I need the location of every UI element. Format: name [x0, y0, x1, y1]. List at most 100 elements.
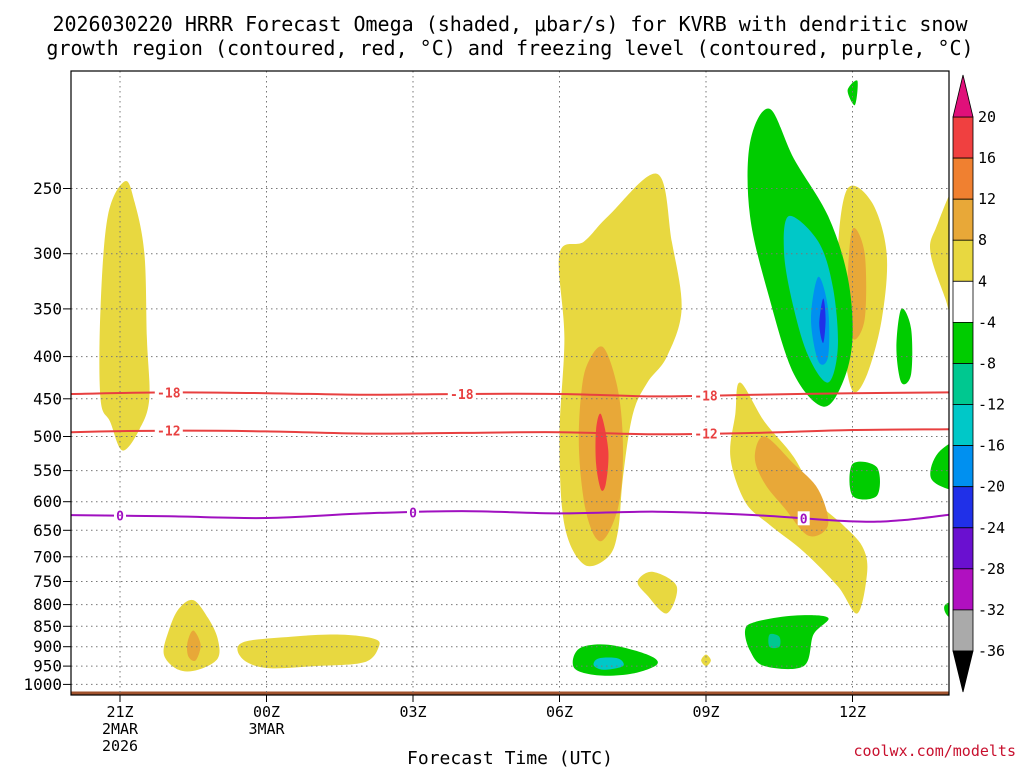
dgz-minus12-label-0: -12	[157, 425, 180, 440]
colorbar: 20 16 12 8 4 -4 -8 -12 -16 -20 -24 -28 -32 -36	[952, 74, 1005, 693]
xtick-label-00Z-1: 3MAR	[248, 720, 285, 738]
colorbar-label-16: 16	[978, 149, 996, 167]
x-axis-label: Forecast Time (UTC)	[407, 748, 613, 768]
omega-green-right-1	[896, 308, 913, 385]
xtick-label-00Z-0: 00Z	[253, 703, 280, 721]
omega-green-low-right	[944, 602, 949, 618]
omega-yellow-low-tiny	[701, 654, 711, 667]
colorbar-label--36: -36	[978, 642, 1005, 660]
ytick-label-700: 700	[33, 547, 62, 566]
dgz-minus18-label-bg-2	[692, 388, 720, 403]
ytick-label-900: 900	[33, 637, 62, 656]
omega-green-top-right	[847, 80, 858, 106]
ytick-label-600: 600	[33, 492, 62, 511]
xtick-label-09Z-0: 09Z	[692, 703, 719, 721]
colorbar-label--32: -32	[978, 601, 1005, 619]
freezing-level-0-label-1: 0	[409, 506, 417, 521]
colorbar-label--20: -20	[978, 478, 1005, 496]
colorbar-band--20--16	[952, 445, 974, 488]
colorbar-label--24: -24	[978, 519, 1005, 537]
omega-teal-low-10z	[768, 633, 781, 649]
chart-title-line-2: growth region (contoured, red, °C) and f…	[46, 36, 973, 60]
dgz-minus12-label-bg-1	[692, 426, 720, 441]
y-axis-ticks: 2503003504004505005506006507007508008509…	[23, 179, 71, 694]
omega-darkblue-10z-upper	[819, 298, 826, 344]
dgz-minus18-label-bg-1	[447, 387, 476, 401]
plot-frame	[70, 70, 950, 696]
xtick-label-06Z-0: 06Z	[546, 703, 573, 721]
colorbar-band--36--32	[952, 609, 974, 652]
colorbar-band--32--28	[952, 568, 974, 611]
ytick-label-400: 400	[33, 347, 62, 366]
omega-orange-10z	[754, 436, 829, 537]
colorbar-label--4: -4	[978, 313, 996, 331]
omega-yellow-06z-mid	[558, 173, 682, 567]
colorbar-band-4-8	[952, 239, 974, 282]
colorbar-top-arrow	[952, 74, 974, 118]
xtick-label-12Z-0: 12Z	[839, 703, 866, 721]
colorbar-band--16--12	[952, 404, 974, 446]
colorbar-label--8: -8	[978, 355, 996, 373]
credit-text: coolwx.com/modelts	[853, 742, 1016, 760]
omega-yellow-right-edge	[930, 195, 949, 312]
omega-shading	[99, 80, 949, 676]
contour-lines: -18 -18 -18 -12 -12 0 0 0	[71, 385, 949, 527]
grid-lines	[71, 71, 949, 695]
omega-yellow-low-2	[237, 634, 380, 669]
colorbar-label-4: 4	[978, 272, 987, 290]
omega-teal-low-06z	[593, 657, 624, 670]
freezing-level-0-line	[71, 510, 949, 523]
xtick-label-21Z-0: 21Z	[106, 703, 133, 721]
colorbar-label-8: 8	[978, 231, 987, 249]
ytick-label-450: 450	[33, 389, 62, 408]
dgz-minus18-label-0: -18	[157, 386, 181, 401]
omega-orange-low-1	[186, 630, 201, 662]
ytick-label-800: 800	[33, 595, 62, 614]
ground-surface	[71, 691, 949, 695]
colorbar-label--16: -16	[978, 437, 1005, 455]
omega-green-low-10z	[744, 615, 829, 670]
chart-title-line-1: 2026030220 HRRR Forecast Omega (shaded, …	[52, 12, 968, 36]
colorbar-band--4-4	[952, 280, 974, 323]
ytick-label-300: 300	[33, 244, 62, 263]
colorbar-band--24--20	[952, 486, 974, 529]
dgz-minus18-label-2: -18	[694, 390, 718, 405]
colorbar-band--28--24	[952, 527, 974, 570]
colorbar-label-20: 20	[978, 108, 996, 126]
omega-yellow-07z-low	[637, 571, 678, 614]
ground-bar	[71, 691, 949, 695]
ytick-label-550: 550	[33, 461, 62, 480]
ytick-label-950: 950	[33, 657, 62, 676]
freezing-level-0-label-bg-1	[407, 505, 419, 520]
xtick-label-21Z-1: 2MAR	[102, 720, 139, 738]
freezing-level-0-label-2: 0	[800, 512, 808, 527]
ytick-label-350: 350	[33, 299, 62, 318]
omega-green-right-3	[930, 443, 949, 490]
colorbar-band--12--8	[952, 363, 974, 405]
dgz-minus18-label-bg-0	[154, 385, 183, 400]
ytick-label-1000: 1000	[23, 675, 62, 694]
ytick-label-850: 850	[33, 617, 62, 636]
dgz-minus12-label-bg-0	[154, 423, 183, 438]
colorbar-band-16-20	[952, 116, 974, 159]
xtick-label-03Z-0: 03Z	[399, 703, 426, 721]
ytick-label-650: 650	[33, 521, 62, 540]
colorbar-band-8-12	[952, 198, 974, 241]
colorbar-label--28: -28	[978, 560, 1005, 578]
freezing-level-0-label-bg-2	[797, 511, 810, 526]
colorbar-label--12: -12	[978, 396, 1005, 414]
xtick-label-21Z-2: 2026	[102, 737, 138, 755]
omega-yellow-left-column	[99, 181, 150, 451]
freezing-level-0-label-0: 0	[116, 510, 124, 525]
ytick-label-250: 250	[33, 179, 62, 198]
colorbar-bottom-arrow	[952, 650, 974, 693]
dgz-minus12-label-1: -12	[694, 428, 717, 443]
omega-green-right-2	[849, 461, 880, 500]
colorbar-band--8--4	[952, 321, 974, 364]
colorbar-label-12: 12	[978, 190, 996, 208]
ytick-label-500: 500	[33, 427, 62, 446]
freezing-level-0-label-bg-0	[114, 508, 126, 523]
colorbar-band-12-16	[952, 157, 974, 200]
